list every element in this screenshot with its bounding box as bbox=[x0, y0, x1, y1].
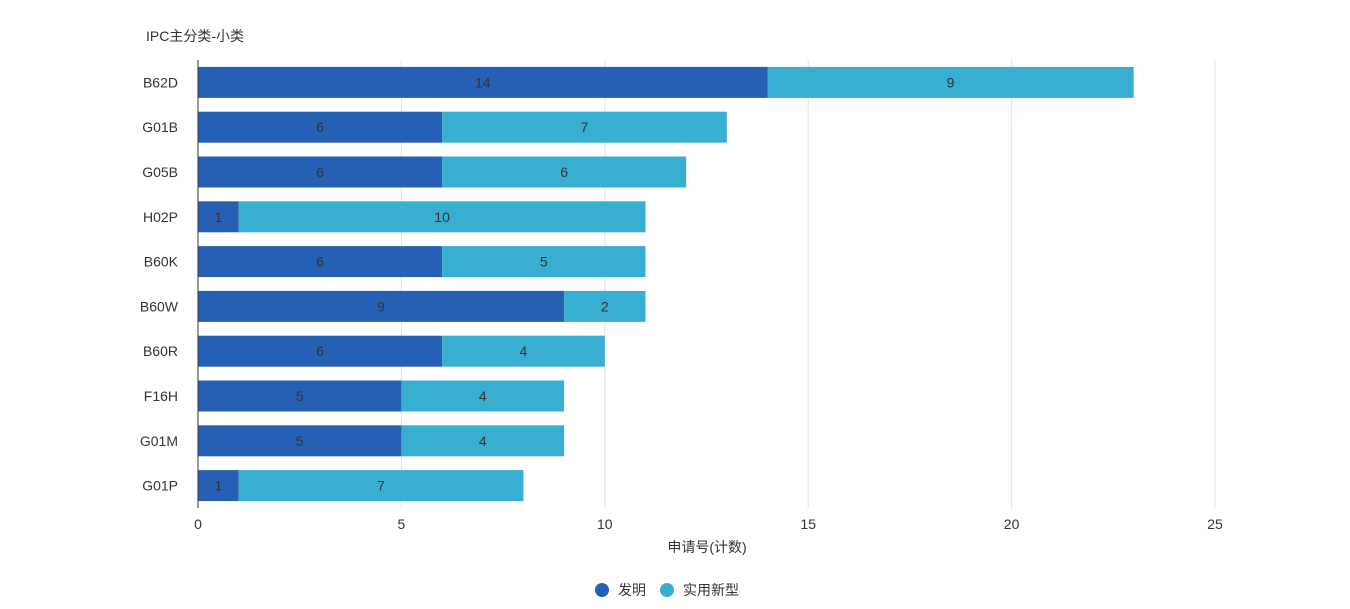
data-label: 7 bbox=[581, 119, 589, 135]
data-label: 5 bbox=[296, 388, 304, 404]
y-tick-label: G01M bbox=[140, 433, 178, 449]
y-tick-label: B60W bbox=[140, 298, 179, 314]
data-label: 1 bbox=[214, 209, 222, 225]
y-tick-label: F16H bbox=[144, 388, 178, 404]
data-label: 5 bbox=[540, 254, 548, 270]
legend-marker-icon bbox=[595, 583, 609, 597]
legend-label: 实用新型 bbox=[683, 582, 739, 598]
legend-item[interactable]: 实用新型 bbox=[660, 582, 739, 598]
data-label: 6 bbox=[316, 164, 324, 180]
legend-marker-icon bbox=[660, 583, 674, 597]
data-label: 7 bbox=[377, 478, 385, 494]
legend-label: 发明 bbox=[618, 582, 646, 598]
data-label: 4 bbox=[479, 388, 487, 404]
y-tick-label: G01P bbox=[142, 478, 178, 494]
x-axis-title: 申请号(计数) bbox=[667, 539, 746, 555]
data-label: 9 bbox=[947, 74, 955, 90]
data-label: 14 bbox=[475, 74, 491, 90]
x-tick-label: 5 bbox=[398, 516, 406, 532]
x-tick-label: 20 bbox=[1004, 516, 1020, 532]
data-label: 4 bbox=[520, 343, 528, 359]
y-tick-label: B62D bbox=[143, 74, 178, 90]
data-label: 9 bbox=[377, 298, 385, 314]
y-axis-title: IPC主分类-小类 bbox=[146, 28, 244, 44]
data-label: 10 bbox=[434, 209, 450, 225]
x-tick-label: 25 bbox=[1207, 516, 1223, 532]
data-label: 6 bbox=[316, 119, 324, 135]
x-tick-label: 0 bbox=[194, 516, 202, 532]
stacked-bar-chart: IPC主分类-小类 14 9 6 7 6 6 1 10 6 5 9 2 6 4 5 4 5 4 1 7 B62D G01… bbox=[0, 0, 1350, 604]
data-label: 6 bbox=[316, 254, 324, 270]
data-label: 6 bbox=[560, 164, 568, 180]
data-label: 4 bbox=[479, 433, 487, 449]
y-tick-label: H02P bbox=[143, 209, 178, 225]
x-tick-label: 10 bbox=[597, 516, 613, 532]
legend-item[interactable]: 发明 bbox=[595, 582, 646, 598]
y-tick-label: G05B bbox=[142, 164, 178, 180]
data-label: 1 bbox=[214, 478, 222, 494]
y-tick-label: G01B bbox=[142, 119, 178, 135]
data-label: 6 bbox=[316, 343, 324, 359]
data-label: 2 bbox=[601, 298, 609, 314]
y-tick-label: B60K bbox=[144, 254, 179, 270]
x-tick-label: 15 bbox=[800, 516, 816, 532]
y-tick-label: B60R bbox=[143, 343, 178, 359]
data-label: 5 bbox=[296, 433, 304, 449]
